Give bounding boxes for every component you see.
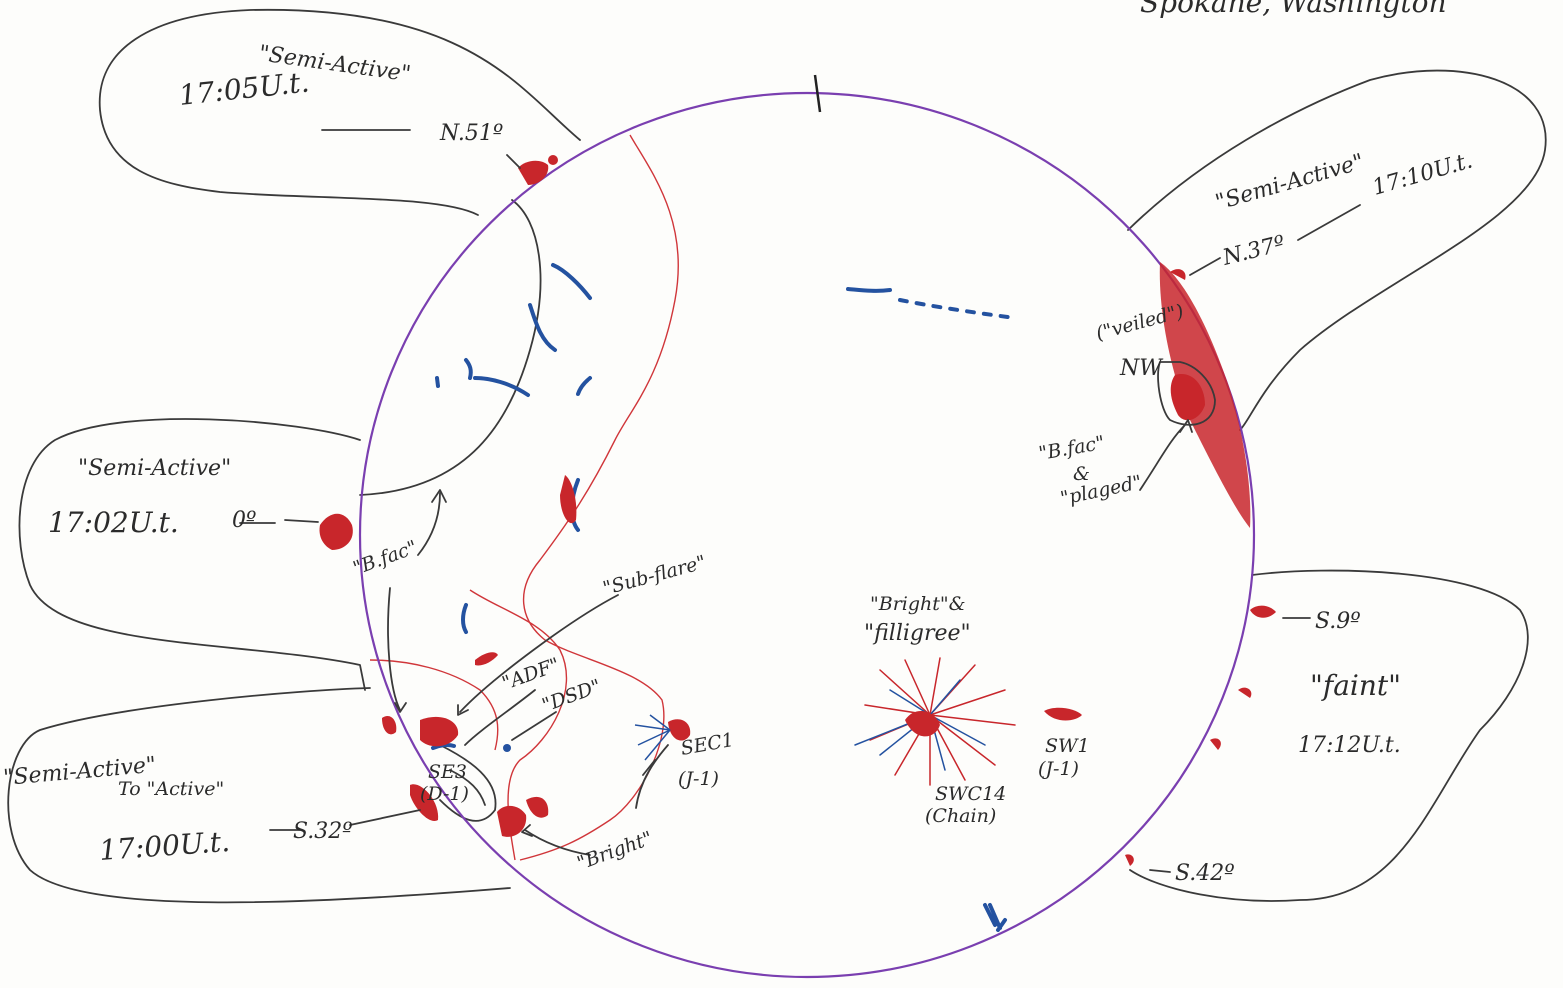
callout-outline-ne [1127,69,1547,431]
label-adf: "ADF" [499,654,563,695]
callout-outline-se [1129,569,1529,902]
se-callout-time: 17:12U.t. [1298,733,1401,758]
label-nw: NW [1119,356,1164,381]
label-dsd: "DSD" [539,675,604,717]
se-callout-quote: "faint" [1310,669,1401,702]
se-callout-lat-top: S.9º [1315,609,1361,634]
west-callout-time: 17:02U.t. [48,506,179,539]
sw-callout-lat: S.32º [293,819,353,844]
filigree-spray [854,657,1016,786]
callout-outline-sw [7,687,511,904]
red-boundary-line-3 [369,659,499,751]
label-bright-filigree-1: "Bright"& [870,593,966,615]
red-boundary-line-2 [469,589,568,861]
red-boundary-line-1 [519,134,679,861]
label-plaged: "plaged" [1058,471,1143,510]
header-location: Spokane, Washington [1140,0,1447,19]
plage-regions [319,155,1276,866]
nw-callout-time: 17:05U.t. [177,65,311,111]
label-sec1-class: (J-1) [678,768,719,790]
solar-limb [358,91,1256,979]
filaments [431,263,1017,932]
label-b-fac-right: "B.fac" [1037,432,1106,465]
se-callout-lat-bottom: S.42º [1175,861,1235,886]
sw-callout-quote2: To "Active" [118,778,224,800]
west-callout-quote: "Semi-Active" [78,456,231,481]
label-swc14-note: (Chain) [925,805,996,827]
label-swc14: SWC14 [935,783,1006,805]
callout-outline-west [18,418,366,691]
west-callout-lat: 0º [232,508,256,533]
label-sw1: SW1 [1045,735,1090,757]
label-se3-class: (D-1) [420,783,469,805]
region-outline-se3 [439,744,497,822]
label-sub-flare: "Sub-flare" [601,551,709,600]
leader-lines [239,129,1361,873]
ne-callout-lat: N.37º [1219,231,1287,271]
north-tick [813,74,822,113]
region-outline-upper [359,199,542,496]
sw-callout-time: 17:00U.t. [98,825,231,867]
ne-callout-time: 17:10U.t. [1370,148,1476,200]
callout-outline-nw [98,9,581,216]
sec1-spray [634,714,671,761]
label-se3: SE3 [428,761,467,783]
label-sw1-class: (J-1) [1038,758,1079,780]
ne-callout-quote: "Semi-Active" [1213,150,1367,216]
nw-callout-lat: N.51º [439,121,503,146]
label-amp: & [1073,463,1090,485]
label-bright-filigree-2: "filligree" [864,621,971,646]
